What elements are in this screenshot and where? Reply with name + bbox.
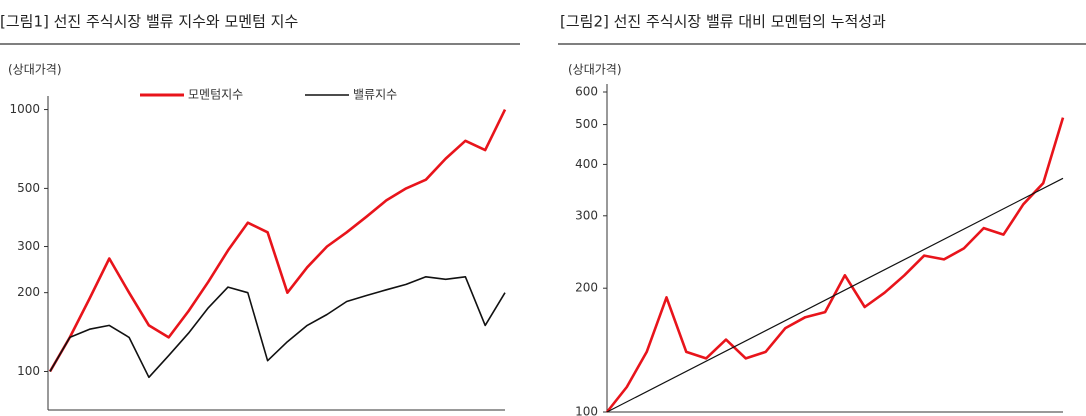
y-tick-label: 400 bbox=[575, 157, 598, 171]
y-tick-label: 200 bbox=[17, 285, 40, 299]
y-tick-label: 500 bbox=[17, 181, 40, 195]
y-tick-label: 100 bbox=[575, 405, 598, 416]
y-tick-label: 500 bbox=[575, 117, 598, 131]
data-line bbox=[605, 117, 1065, 413]
data-line bbox=[606, 177, 1064, 413]
y-tick-label: 1000 bbox=[9, 102, 40, 116]
data-line bbox=[48, 109, 507, 373]
y-tick-label: 300 bbox=[17, 239, 40, 253]
y-axis-label: (상대가격) bbox=[8, 63, 62, 77]
y-tick-label: 100 bbox=[17, 364, 40, 378]
y-axis-label: (상대가격) bbox=[568, 63, 622, 77]
y-tick-label: 600 bbox=[575, 85, 598, 99]
y-tick-label: 200 bbox=[575, 281, 598, 295]
legend-label: 밸류지수 bbox=[353, 88, 397, 102]
data-line bbox=[49, 275, 506, 379]
legend-label: 모멘텀지수 bbox=[188, 88, 243, 102]
chart-title: [그림1] 선진 주식시장 밸류 지수와 모멘텀 지수 bbox=[0, 13, 298, 31]
y-tick-label: 300 bbox=[575, 208, 598, 222]
chart-title: [그림2] 선진 주식시장 밸류 대비 모멘텀의 누적성과 bbox=[560, 13, 886, 31]
